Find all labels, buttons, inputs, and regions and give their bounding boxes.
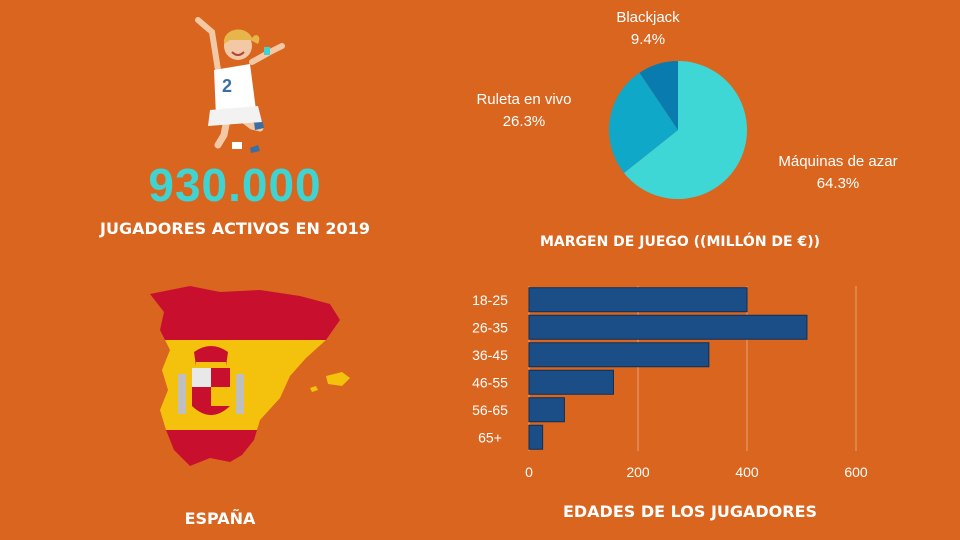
spain-map-flag-icon: [150, 286, 350, 466]
jersey-number: 2: [222, 76, 232, 96]
y-tick-label-46-55: 46-55: [472, 374, 508, 390]
y-tick-label-56-65: 56-65: [472, 402, 508, 418]
x-tick-label-400: 400: [735, 464, 759, 480]
bar-36-45: [528, 342, 710, 368]
pie-value-blackjack: 9.4%: [631, 31, 665, 48]
y-tick-label-18-25: 18-25: [472, 292, 508, 308]
bar-56-65: [528, 397, 565, 423]
x-tick-label-200: 200: [626, 464, 650, 480]
y-tick-label-26-35: 26-35: [472, 319, 508, 335]
gaming-margin-pie-chart: Máquinas de azar 64.3% Ruleta en vivo 26.3%…: [476, 9, 898, 199]
bar-26-35: [528, 314, 808, 340]
pie-label-ruleta-en-vivo: Ruleta en vivo: [476, 91, 571, 108]
x-tick-label-0: 0: [525, 464, 533, 480]
jumping-player-illustration: 2: [195, 17, 285, 153]
pie-value-maquinas-de-azar: 64.3%: [817, 175, 860, 192]
country-label: ESPAÑA: [184, 509, 256, 528]
player-ages-bar-chart: 0 200 400 600 18-25 26-35 36-45 46-55 56-65 65+: [472, 286, 868, 480]
bar-18-25: [528, 287, 748, 313]
pie-label-maquinas-de-azar: Máquinas de azar: [778, 153, 897, 170]
y-tick-label-36-45: 36-45: [472, 347, 508, 363]
pie-label-blackjack: Blackjack: [616, 9, 680, 26]
pie-slice-ruleta-en-vivo: [609, 72, 678, 173]
x-tick-label-600: 600: [844, 464, 868, 480]
active-players-count: 930.000: [148, 159, 322, 211]
active-players-label: JUGADORES ACTIVOS EN 2019: [100, 219, 370, 238]
y-tick-label-65: 65+: [478, 429, 502, 445]
pie-slice-maquinas-de-azar: [624, 61, 747, 199]
pie-slice-blackjack: [639, 61, 678, 130]
pie-chart-title: MARGEN DE JUEGO ((MILLÓN DE €)): [539, 234, 821, 250]
pie-value-ruleta-en-vivo: 26.3%: [503, 113, 546, 130]
bar-65: [528, 424, 544, 450]
bar-chart-title: EDADES DE LOS JUGADORES: [562, 502, 818, 521]
bar-46-55: [528, 369, 614, 395]
